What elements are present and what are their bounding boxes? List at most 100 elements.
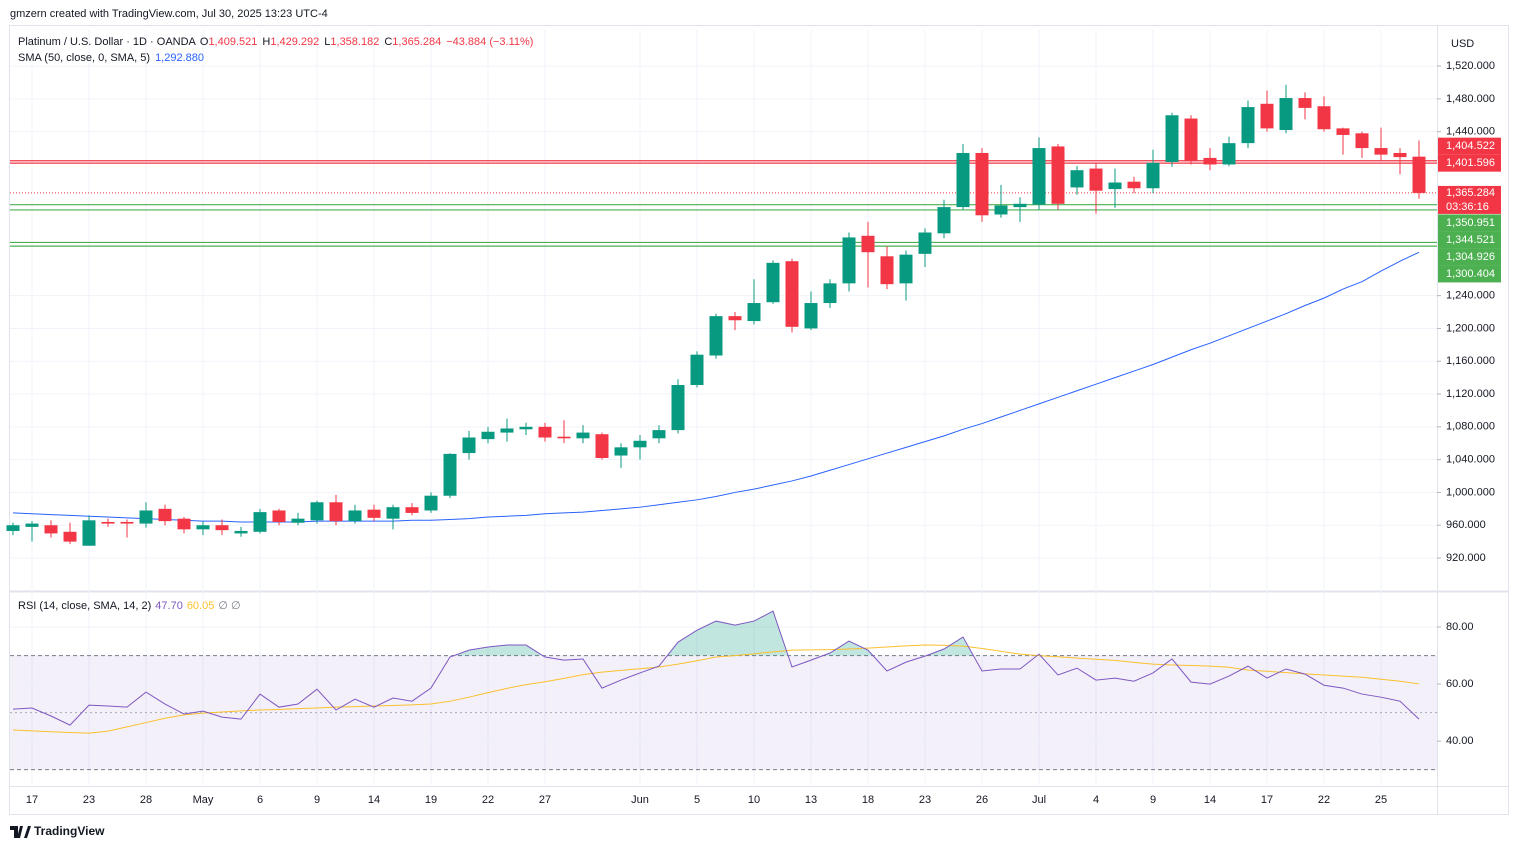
- level-label: 1,304.926: [1446, 251, 1495, 263]
- candle-body: [690, 354, 704, 386]
- candle-body: [975, 152, 989, 216]
- legend-key: H: [262, 36, 270, 48]
- y-tick-label: 1,160.000: [1446, 355, 1495, 367]
- currency-label: USD: [1451, 38, 1474, 50]
- candle-body: [1241, 107, 1255, 144]
- y-tick-label: 1,240.000: [1446, 290, 1495, 302]
- y-tick-label: 40.00: [1446, 735, 1474, 747]
- level-tag: [1438, 231, 1501, 249]
- legend-value: 1,365.284: [392, 36, 441, 48]
- candle-body: [1032, 148, 1046, 205]
- level-tag: [1438, 137, 1501, 155]
- level-label: 1,404.522: [1446, 140, 1495, 152]
- candle-body: [785, 261, 799, 327]
- x-tick-label: 26: [976, 794, 988, 806]
- rsi-title: RSI (14, close, SMA, 14, 2): [18, 600, 151, 612]
- x-tick-label: 4: [1093, 794, 1099, 806]
- x-tick-label: 18: [862, 794, 874, 806]
- candle-body: [158, 508, 172, 522]
- x-tick-label: Jun: [631, 794, 649, 806]
- x-tick-label: 27: [539, 794, 551, 806]
- candle-body: [956, 152, 970, 208]
- candle-body: [747, 303, 761, 322]
- candle-body: [253, 512, 267, 532]
- candle-body: [1279, 98, 1293, 131]
- candle-body: [671, 385, 685, 431]
- rsi-sma-value: 60.05: [187, 600, 215, 612]
- x-tick-label: 14: [1204, 794, 1216, 806]
- x-tick-label: Jul: [1032, 794, 1046, 806]
- y-tick-label: 80.00: [1446, 621, 1474, 633]
- candle-body: [1184, 118, 1198, 162]
- y-tick-label: 1,120.000: [1446, 388, 1495, 400]
- x-tick-label: 17: [26, 794, 38, 806]
- sma-line: [12, 251, 1420, 523]
- watermark: gmzern created with TradingView.com, Jul…: [10, 8, 328, 20]
- legend-change: −43.884 (−3.11%): [446, 36, 533, 48]
- candle-body: [519, 426, 533, 430]
- y-tick-label: 1,520.000: [1446, 60, 1495, 72]
- candle-body: [823, 283, 837, 304]
- candle-body: [25, 523, 39, 527]
- candle-body: [1089, 168, 1103, 191]
- candle-body: [1070, 170, 1084, 188]
- rsi-line: [12, 610, 1420, 726]
- legend-value: 1,429.292: [270, 36, 319, 48]
- y-tick-label: 1,080.000: [1446, 421, 1495, 433]
- candle-body: [861, 235, 875, 253]
- x-tick-label: 22: [482, 794, 494, 806]
- candle-body: [101, 521, 115, 524]
- x-tick-label: 23: [919, 794, 931, 806]
- candle-body: [766, 262, 780, 303]
- candle-body: [1412, 156, 1426, 193]
- x-tick-label: 5: [694, 794, 700, 806]
- rsi-extra: ∅ ∅: [218, 600, 240, 612]
- candle-body: [120, 521, 134, 524]
- y-tick-label: 1,440.000: [1446, 126, 1495, 138]
- candle-body: [614, 447, 628, 456]
- candle-body: [234, 530, 248, 534]
- candle-body: [709, 316, 723, 356]
- candle-body: [215, 525, 229, 531]
- candle-body: [937, 207, 951, 234]
- candle-body: [1165, 115, 1179, 163]
- candle-body: [291, 518, 305, 523]
- legend-key: O: [200, 36, 209, 48]
- candle-body: [63, 531, 77, 542]
- candle-body: [139, 510, 153, 524]
- candle-body: [462, 437, 476, 454]
- candle-body: [500, 428, 514, 433]
- level-tag: [1438, 265, 1501, 283]
- candle-body: [1317, 106, 1331, 130]
- y-tick-label: 60.00: [1446, 678, 1474, 690]
- rsi-band: [10, 655, 1437, 770]
- y-tick-label: 1,040.000: [1446, 454, 1495, 466]
- chart-frame: [9, 25, 1509, 815]
- x-tick-label: 19: [425, 794, 437, 806]
- x-tick-label: 28: [140, 794, 152, 806]
- candle-body: [405, 507, 419, 513]
- y-tick-label: 920.000: [1446, 552, 1486, 564]
- candle-body: [994, 205, 1008, 215]
- candle-body: [1051, 146, 1065, 204]
- candle-body: [1393, 152, 1407, 158]
- candle-body: [1127, 181, 1141, 189]
- y-tick-label: 960.000: [1446, 519, 1486, 531]
- legend-value: 1,358.182: [330, 36, 379, 48]
- countdown-label: 03:36:16: [1446, 201, 1489, 213]
- level-label: 1,350.951: [1446, 217, 1495, 229]
- level-label: 1,344.521: [1446, 234, 1495, 246]
- candle-body: [1146, 162, 1160, 189]
- sma-legend: SMA (50, close, 0, SMA, 5) 1,292.880: [18, 52, 204, 64]
- candle-body: [728, 316, 742, 321]
- x-tick-label: 23: [83, 794, 95, 806]
- x-tick-label: 10: [748, 794, 760, 806]
- candle-body: [1203, 157, 1217, 165]
- plot-layer: 17 23 28 May 6 9 14 19 22 27 Jun 5 10 13 18 23 26 Jul 4 9 14…: [6, 30, 1501, 806]
- price-legend: Platinum / U.S. Dollar · 1D · OANDA O1,40…: [18, 36, 533, 48]
- level-tag: [1438, 214, 1501, 232]
- candle-body: [880, 256, 894, 285]
- candle-body: [177, 518, 191, 530]
- x-tick-label: 9: [1150, 794, 1156, 806]
